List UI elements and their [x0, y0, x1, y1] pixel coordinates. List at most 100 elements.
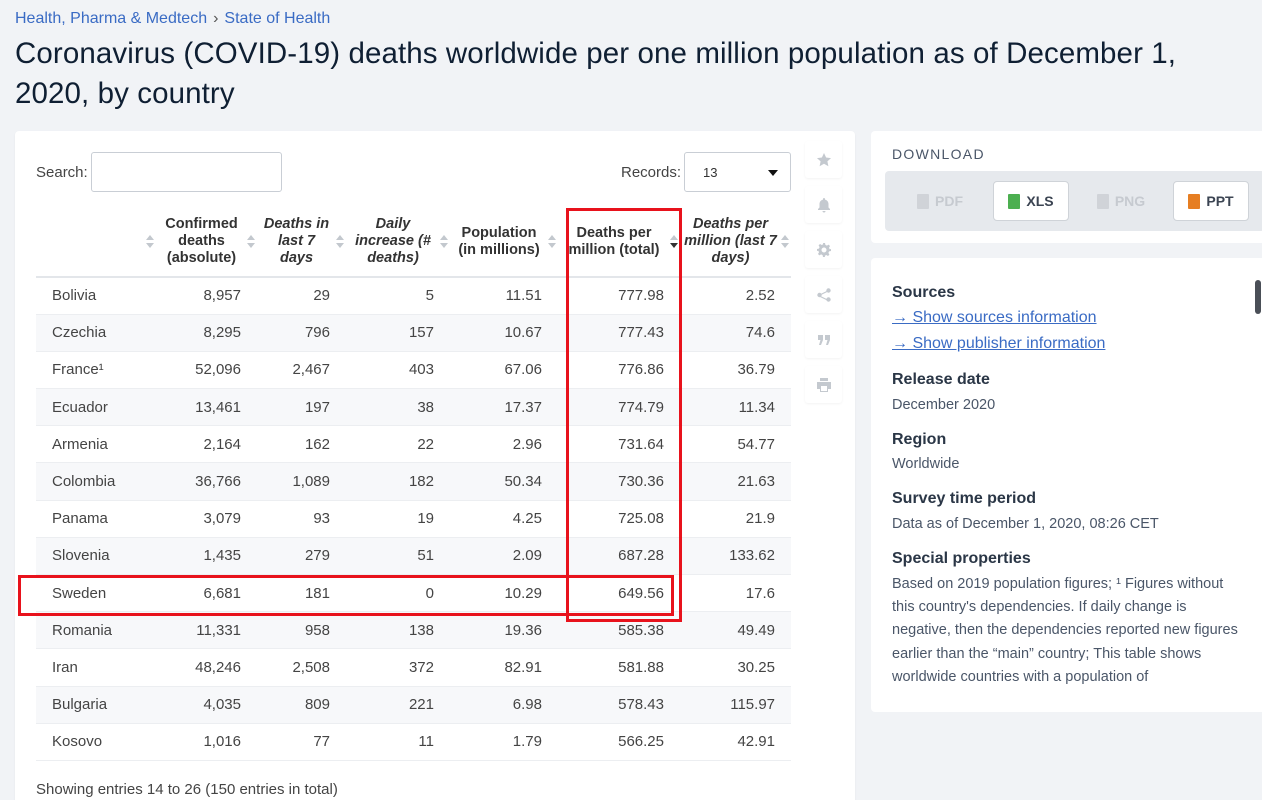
print-button[interactable]	[805, 366, 842, 403]
search-input[interactable]	[91, 152, 282, 192]
country-cell: Bulgaria	[36, 686, 156, 724]
value-cell: 19.36	[450, 611, 558, 650]
value-cell: 4.25	[450, 500, 558, 538]
value-cell: 1.79	[450, 723, 558, 761]
sort-arrows-icon	[670, 234, 678, 249]
caret-down-icon	[768, 170, 778, 176]
column-header-5[interactable]: Deaths per million (total)	[558, 207, 680, 278]
value-cell: 36.79	[680, 351, 791, 390]
value-cell: 13,461	[156, 388, 257, 427]
breadcrumb-link-health[interactable]: Health, Pharma & Medtech	[15, 10, 208, 27]
info-card: Sources → Show sources information → Sho…	[871, 258, 1262, 712]
column-header-0[interactable]	[36, 207, 156, 278]
value-cell: 8,295	[156, 314, 257, 352]
value-cell: 776.86	[558, 351, 680, 390]
column-header-4[interactable]: Population (in millions)	[450, 207, 558, 278]
value-cell: 157	[346, 314, 450, 352]
column-header-3[interactable]: Daily increase (# deaths)	[346, 207, 450, 278]
value-cell: 372	[346, 648, 450, 687]
show-sources-link[interactable]: → Show sources information	[892, 309, 1097, 326]
value-cell: 54.77	[680, 425, 791, 464]
column-header-label: Confirmed deaths (absolute)	[165, 216, 238, 266]
value-cell: 777.98	[558, 277, 680, 315]
value-cell: 0	[346, 574, 450, 613]
value-cell: 221	[346, 686, 450, 724]
value-cell: 730.36	[558, 462, 680, 501]
settings-button[interactable]	[805, 231, 842, 268]
special-properties-heading: Special properties	[892, 550, 1031, 567]
ppt-file-icon	[1188, 193, 1201, 209]
value-cell: 11	[346, 723, 450, 761]
value-cell: 1,435	[156, 537, 257, 576]
value-cell: 4,035	[156, 686, 257, 724]
value-cell: 585.38	[558, 611, 680, 650]
breadcrumb-link-state-of-health[interactable]: State of Health	[224, 10, 331, 27]
value-cell: 279	[257, 537, 346, 576]
records-select[interactable]: 13	[684, 152, 791, 192]
download-xls-label: XLS	[1026, 193, 1054, 209]
download-pdf-button[interactable]: PDF	[902, 181, 978, 221]
value-cell: 22	[346, 425, 450, 464]
sort-arrows-icon	[781, 234, 789, 249]
table-row: Sweden 6,681 181 0 10.29 649.56 17.6	[36, 574, 791, 613]
value-cell: 687.28	[558, 537, 680, 576]
download-ppt-label: PPT	[1206, 193, 1234, 209]
value-cell: 133.62	[680, 537, 791, 576]
value-cell: 19	[346, 500, 450, 538]
download-title: DOWNLOAD	[892, 146, 985, 162]
column-header-2[interactable]: Deaths in last 7 days	[257, 207, 346, 278]
table-card: Search: Records: 13 Confirmed deaths (ab…	[15, 131, 855, 800]
value-cell: 181	[257, 574, 346, 613]
value-cell: 1,089	[257, 462, 346, 501]
column-header-label: Population (in millions)	[458, 224, 540, 258]
cite-button[interactable]	[805, 321, 842, 358]
value-cell: 8,957	[156, 277, 257, 315]
sort-arrows-icon	[440, 234, 448, 249]
data-table: Confirmed deaths (absolute) Deaths in las…	[36, 207, 791, 761]
value-cell: 2,467	[257, 351, 346, 390]
value-cell: 17.6	[680, 574, 791, 613]
value-cell: 138	[346, 611, 450, 650]
table-row: Panama 3,079 93 19 4.25 725.08 21.9	[36, 500, 791, 538]
notification-button[interactable]	[805, 186, 842, 223]
value-cell: 11.51	[450, 277, 558, 315]
value-cell: 3,079	[156, 500, 257, 538]
value-cell: 38	[346, 388, 450, 427]
country-cell: Czechia	[36, 314, 156, 352]
value-cell: 48,246	[156, 648, 257, 687]
value-cell: 5	[346, 277, 450, 315]
value-cell: 52,096	[156, 351, 257, 390]
country-cell: Panama	[36, 500, 156, 538]
share-button[interactable]	[805, 276, 842, 313]
table-row: Bulgaria 4,035 809 221 6.98 578.43 115.97	[36, 686, 791, 724]
value-cell: 809	[257, 686, 346, 724]
table-row: Bolivia 8,957 29 5 11.51 777.98 2.52	[36, 277, 791, 315]
value-cell: 36,766	[156, 462, 257, 501]
column-header-6[interactable]: Deaths per million (last 7 days)	[680, 207, 791, 278]
records-label: Records:	[621, 164, 682, 181]
print-icon	[816, 377, 831, 392]
country-cell: Romania	[36, 611, 156, 650]
table-row: Slovenia 1,435 279 51 2.09 687.28 133.62	[36, 537, 791, 576]
value-cell: 182	[346, 462, 450, 501]
country-cell: Iran	[36, 648, 156, 687]
show-publisher-link[interactable]: → Show publisher information	[892, 335, 1106, 352]
download-ppt-button[interactable]: PPT	[1173, 181, 1249, 221]
scrollbar-thumb[interactable]	[1255, 280, 1261, 314]
sort-arrows-icon	[336, 234, 344, 249]
country-cell: Armenia	[36, 425, 156, 464]
region-heading: Region	[892, 431, 947, 448]
value-cell: 6.98	[450, 686, 558, 724]
download-png-label: PNG	[1114, 193, 1146, 209]
table-row: Iran 48,246 2,508 372 82.91 581.88 30.25	[36, 648, 791, 687]
column-header-label: Daily increase (# deaths)	[355, 216, 431, 266]
bell-icon	[817, 197, 830, 212]
country-cell: Slovenia	[36, 537, 156, 576]
value-cell: 49.49	[680, 611, 791, 650]
country-cell: Bolivia	[36, 277, 156, 315]
download-xls-button[interactable]: XLS	[993, 181, 1069, 221]
column-header-1[interactable]: Confirmed deaths (absolute)	[156, 207, 257, 278]
favorite-button[interactable]	[805, 141, 842, 178]
table-row: Colombia 36,766 1,089 182 50.34 730.36 21.63	[36, 462, 791, 501]
download-png-button[interactable]: PNG	[1083, 181, 1159, 221]
